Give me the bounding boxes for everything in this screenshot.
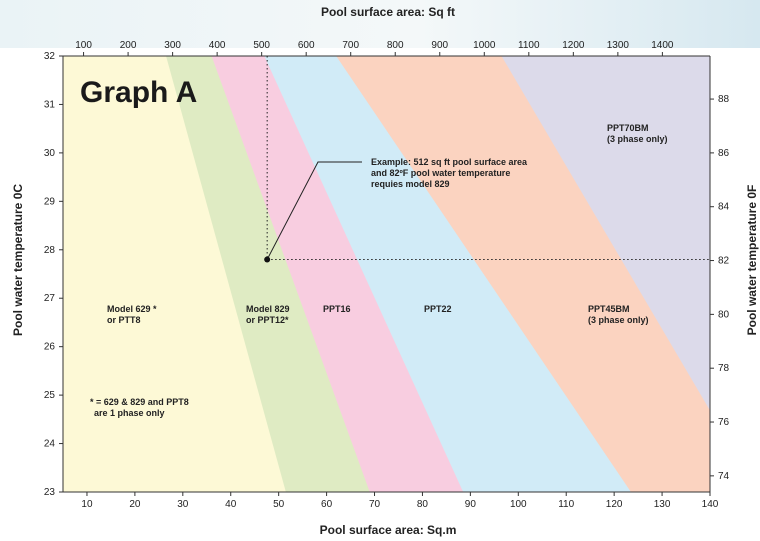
x-bottom-tick-label: 70 <box>369 499 381 510</box>
y-left-tick-label: 29 <box>44 196 56 207</box>
x-bottom-tick-label: 40 <box>225 499 237 510</box>
x-top-tick-label: 300 <box>164 40 181 51</box>
x-top-tick-label: 900 <box>431 40 448 51</box>
chart-title: Graph A <box>80 76 197 109</box>
x-top-tick-label: 1400 <box>651 40 674 51</box>
y-right-tick-label: 78 <box>718 363 730 374</box>
x-bottom-tick-label: 90 <box>465 499 477 510</box>
y-left-tick-label: 31 <box>44 99 56 110</box>
x-top-tick-label: 1100 <box>518 40 540 51</box>
example-leader-line <box>266 161 362 260</box>
y-right-tick-label: 84 <box>718 202 730 213</box>
zone-label-ppt45bm: PPT45BM (3 phase only) <box>588 304 649 325</box>
x-top-tick-label: 1300 <box>607 40 630 51</box>
y-right-tick-label: 74 <box>718 471 730 482</box>
x-top-tick-label: 700 <box>342 40 359 51</box>
x-bottom-tick-label: 20 <box>129 499 141 510</box>
x-bottom-tick-label: 100 <box>510 499 527 510</box>
zone-model-629 <box>63 56 286 492</box>
zone-label-ppt16: PPT16 <box>323 304 351 314</box>
y-left-tick-label: 24 <box>44 439 56 450</box>
y-right-tick-label: 76 <box>718 417 730 428</box>
example-annotation: Example: 512 sq ft pool surface area and … <box>371 157 528 189</box>
header-background <box>0 0 760 48</box>
y-left-tick-label: 25 <box>44 390 56 401</box>
x-bottom-tick-label: 130 <box>654 499 671 510</box>
y-axis-left-title: Pool water temperature 0C <box>11 184 25 336</box>
x-bottom-tick-label: 50 <box>273 499 285 510</box>
y-right-tick-label: 86 <box>718 148 730 159</box>
x-top-tick-label: 1200 <box>562 40 585 51</box>
x-axis-bottom-title: Pool surface area: Sq.m <box>320 523 457 537</box>
x-bottom-tick-label: 10 <box>81 499 93 510</box>
y-left-tick-label: 27 <box>44 293 56 304</box>
x-top-tick-label: 200 <box>120 40 137 51</box>
annotation-layer: Example: 512 sq ft pool surface area and … <box>90 56 710 418</box>
ticks-layer: 10 20 30 40 50 60 70 80 90 100 110 120 130 140 100 200 3… <box>44 40 730 510</box>
y-left-tick-label: 28 <box>44 245 56 256</box>
zone-labels-layer: Model 629 * or PTT8 Model 829 or PPT12* PPT1… <box>107 123 668 325</box>
x-bottom-tick-label: 120 <box>606 499 623 510</box>
x-bottom-tick-label: 60 <box>321 499 333 510</box>
zone-label-model-629: Model 629 * or PTT8 <box>107 304 157 325</box>
y-right-tick-label: 88 <box>718 94 730 105</box>
x-top-tick-label: 100 <box>75 40 92 51</box>
zone-label-ppt70bm: PPT70BM (3 phase only) <box>607 123 668 144</box>
axes-layer <box>62 55 711 493</box>
x-axis-top-title: Pool surface area: Sq ft <box>321 5 455 19</box>
zone-label-ppt22: PPT22 <box>424 304 452 314</box>
x-top-tick-label: 800 <box>387 40 404 51</box>
x-top-tick-label: 400 <box>209 40 226 51</box>
zones-layer <box>63 56 710 492</box>
footnote-annotation: * = 629 & 829 and PPT8 are 1 phase only <box>90 397 189 418</box>
example-point <box>264 256 271 263</box>
x-bottom-tick-label: 30 <box>177 499 189 510</box>
x-bottom-tick-label: 110 <box>558 499 574 510</box>
y-left-tick-label: 32 <box>44 51 56 62</box>
x-bottom-tick-label: 80 <box>417 499 429 510</box>
x-bottom-tick-label: 140 <box>702 499 719 510</box>
y-left-tick-label: 26 <box>44 342 56 353</box>
x-top-tick-label: 600 <box>298 40 315 51</box>
y-left-tick-label: 23 <box>44 487 56 498</box>
x-top-tick-label: 1000 <box>473 40 496 51</box>
y-right-tick-label: 80 <box>718 309 730 320</box>
x-top-tick-label: 500 <box>253 40 270 51</box>
y-axis-right-title: Pool water temperature 0F <box>745 185 759 336</box>
y-left-tick-label: 30 <box>44 148 56 159</box>
zone-label-model-829: Model 829 or PPT12* <box>246 304 290 325</box>
y-right-tick-label: 82 <box>718 256 730 267</box>
